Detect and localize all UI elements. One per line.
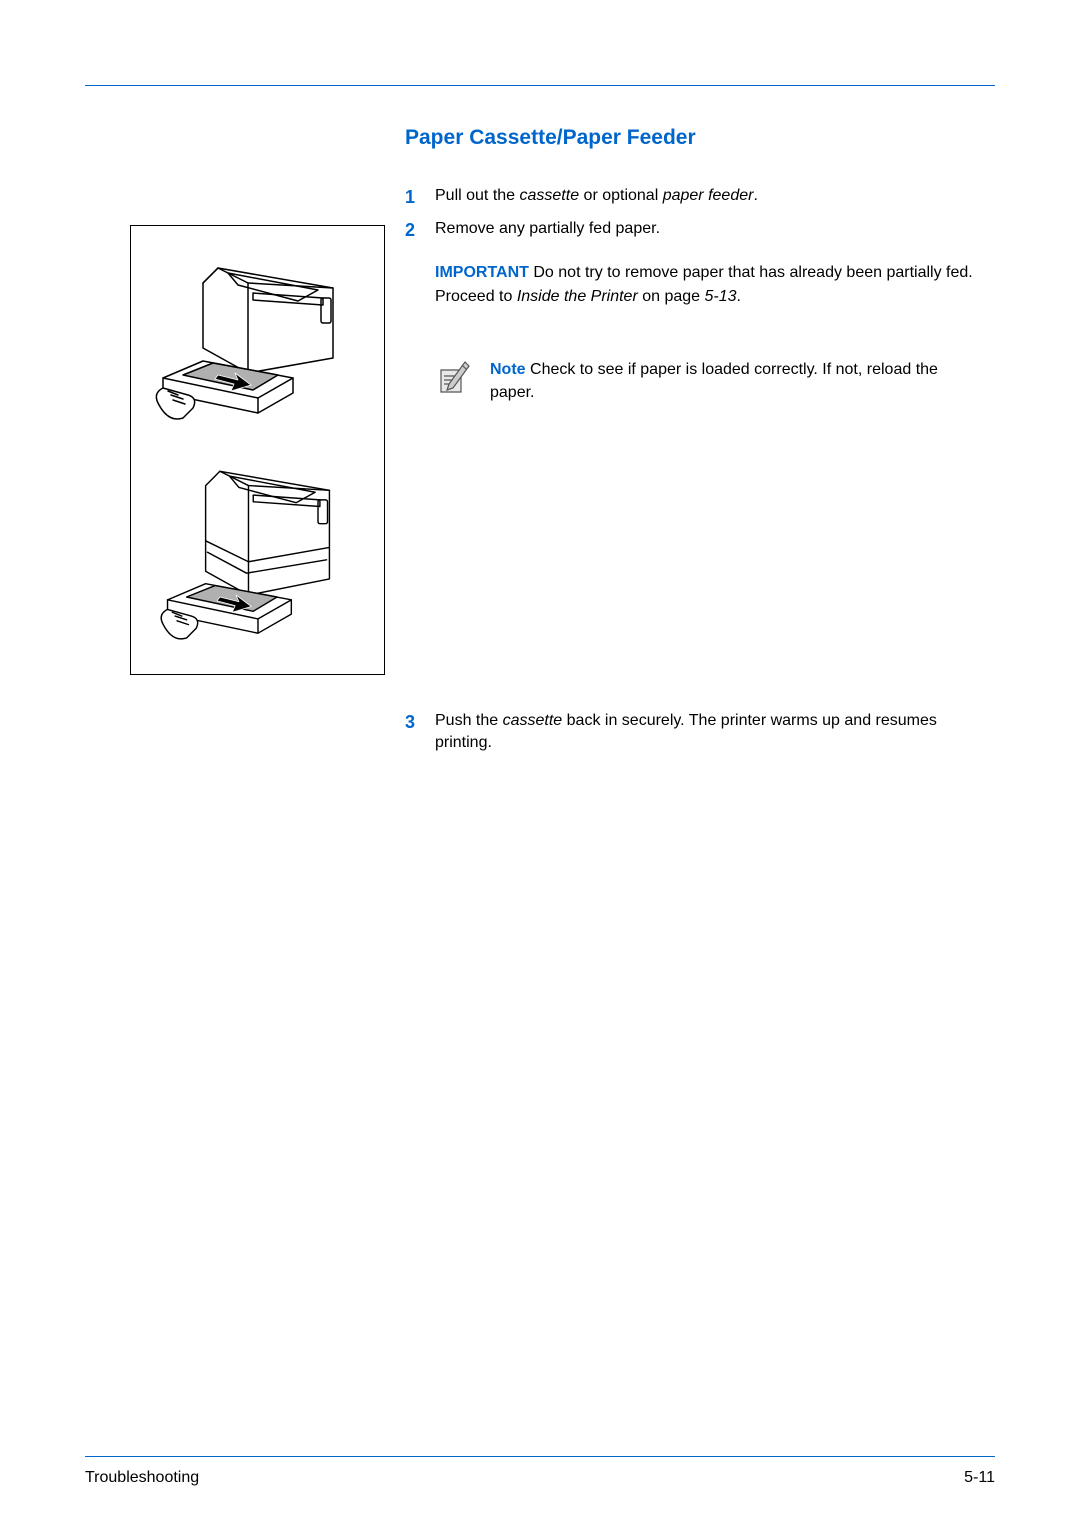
note-block: Note Check to see if paper is loaded cor… [435, 358, 985, 404]
note-text: Note Check to see if paper is loaded cor… [490, 358, 985, 404]
step-text: Pull out the cassette or optional paper … [435, 185, 985, 210]
top-rule [85, 85, 995, 86]
step-number: 3 [405, 710, 420, 755]
text-fragment: Push the [435, 712, 503, 729]
footer-row: Troubleshooting 5-11 [85, 1469, 995, 1487]
text-fragment: Check to see if paper is loaded correctl… [490, 361, 938, 401]
bottom-rule [85, 1456, 995, 1457]
important-label: IMPORTANT [435, 264, 529, 281]
printer-cassette-illustration [143, 243, 373, 443]
note-label: Note [490, 361, 526, 378]
step-3: 3 Push the cassette back in securely. Th… [405, 710, 995, 755]
text-fragment: . [753, 187, 757, 204]
step-3-wrap: 3 Push the cassette back in securely. Th… [405, 710, 995, 755]
text-column: 1 Pull out the cassette or optional pape… [405, 185, 995, 675]
page: Paper Cassette/Paper Feeder [0, 0, 1080, 1527]
emphasis: 5-13 [705, 288, 737, 305]
note-icon [435, 358, 475, 398]
step-text: Remove any partially fed paper. [435, 218, 985, 243]
step-1: 1 Pull out the cassette or optional pape… [405, 185, 985, 210]
step-number: 1 [405, 185, 420, 210]
emphasis: paper feeder [663, 187, 754, 204]
important-block: IMPORTANT Do not try to remove paper tha… [435, 261, 985, 307]
text-fragment: . [737, 288, 741, 305]
step-number: 2 [405, 218, 420, 243]
emphasis: Inside the Printer [517, 288, 638, 305]
text-fragment: Pull out the [435, 187, 520, 204]
page-footer: Troubleshooting 5-11 [85, 1456, 995, 1487]
footer-section: Troubleshooting [85, 1469, 199, 1487]
section-heading: Paper Cassette/Paper Feeder [405, 126, 995, 150]
emphasis: cassette [503, 712, 563, 729]
illustration-box [130, 225, 385, 675]
step-text: Push the cassette back in securely. The … [435, 710, 995, 755]
printer-feeder-illustration [143, 457, 373, 657]
emphasis: cassette [520, 187, 580, 204]
text-fragment: or optional [579, 187, 663, 204]
text-fragment: on page [638, 288, 705, 305]
step-2: 2 Remove any partially fed paper. [405, 218, 985, 243]
content-area: 1 Pull out the cassette or optional pape… [85, 185, 995, 675]
page-number: 5-11 [964, 1469, 995, 1487]
